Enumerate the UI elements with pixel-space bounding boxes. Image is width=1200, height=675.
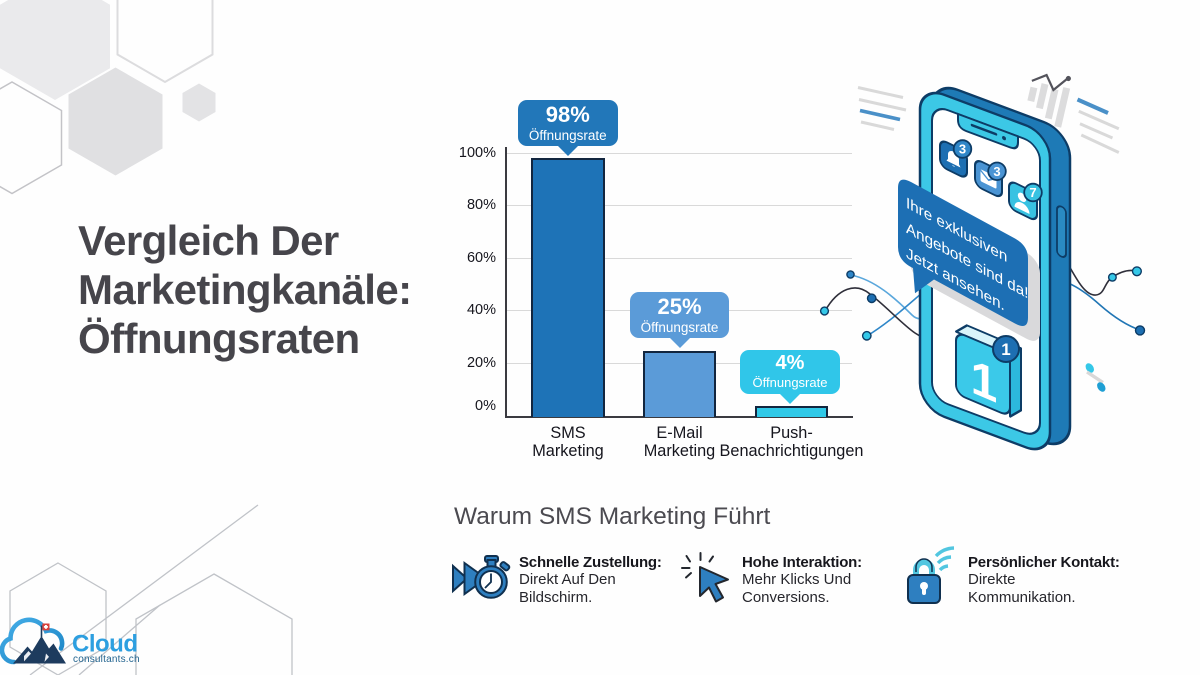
svg-text:3: 3: [959, 142, 966, 157]
svg-text:Cloud: Cloud: [72, 631, 137, 658]
svg-text:1: 1: [1001, 340, 1010, 359]
svg-text:3: 3: [993, 164, 1000, 179]
svg-text:consultants.ch: consultants.ch: [73, 654, 140, 665]
svg-text:1: 1: [971, 349, 998, 414]
svg-text:7: 7: [1029, 185, 1036, 200]
